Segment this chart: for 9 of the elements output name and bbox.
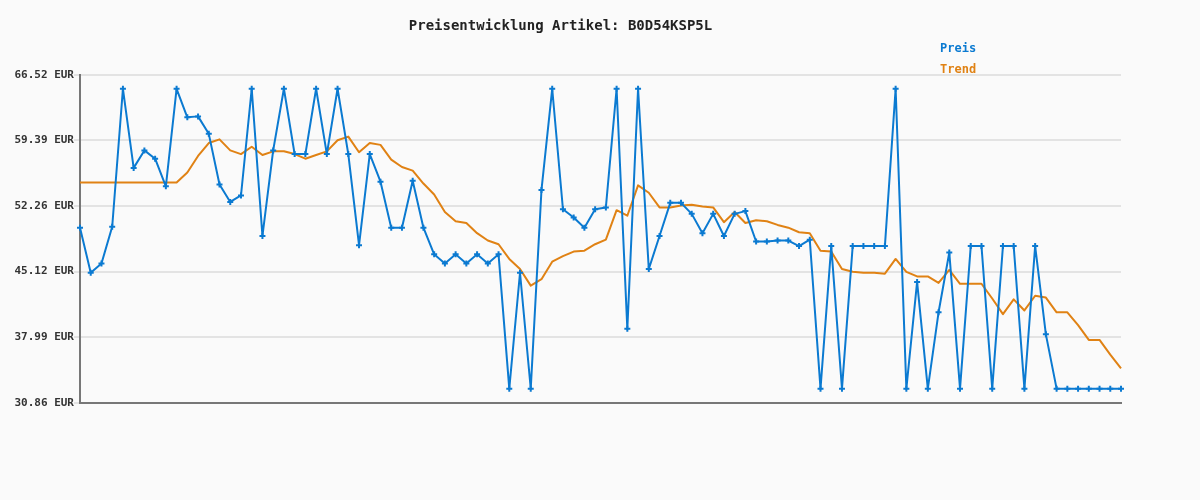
- y-tick-label: 45.12 EUR: [14, 264, 75, 278]
- text: Trend: [940, 61, 977, 78]
- chart-title: Preisentwicklung Artikel: B0D54KSP5L: [408, 17, 713, 34]
- y-tick-label: 30.86 EUR: [14, 395, 75, 409]
- y-tick-label: 66.52 EUR: [14, 67, 75, 81]
- text: Preis: [940, 40, 977, 57]
- y-tick-label: 37.99 EUR: [14, 330, 75, 344]
- y-tick-label: 52.26 EUR: [14, 198, 75, 212]
- y-tick-label: 59.39 EUR: [14, 133, 75, 147]
